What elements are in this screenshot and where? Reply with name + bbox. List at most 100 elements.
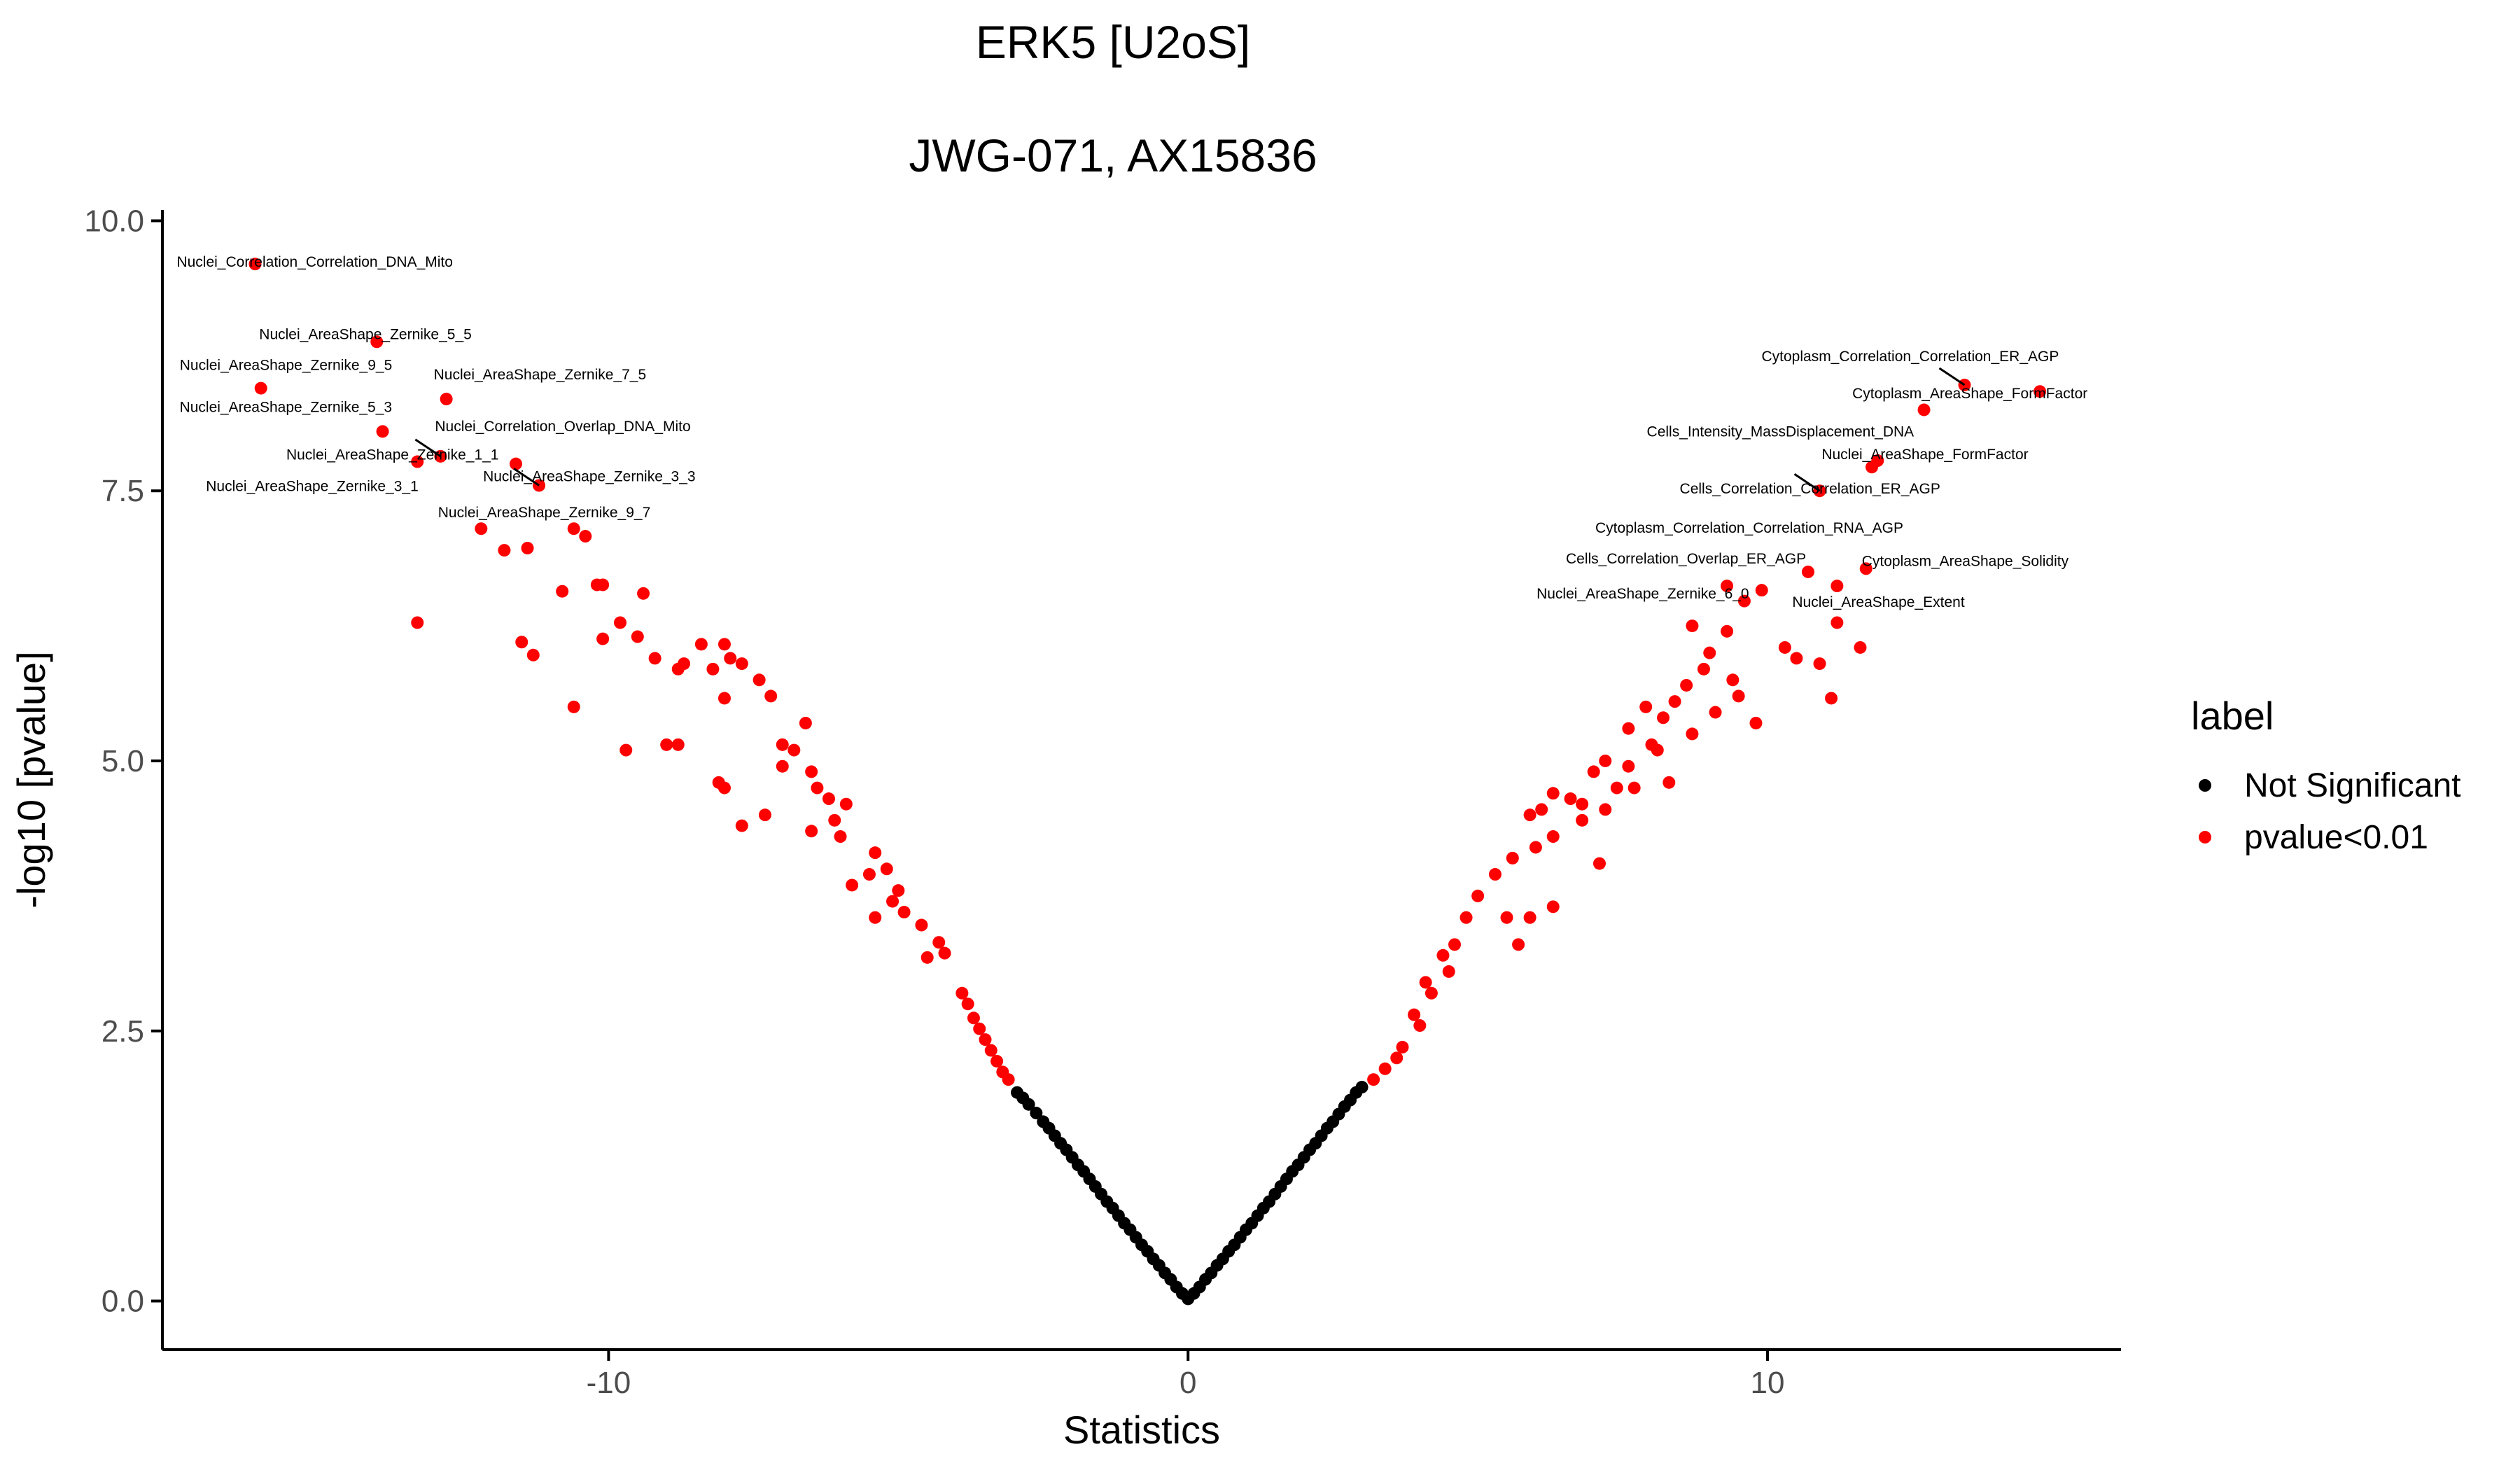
point-significant bbox=[556, 584, 569, 598]
point-significant bbox=[788, 743, 801, 757]
point-significant bbox=[1854, 640, 1867, 654]
point-significant bbox=[718, 638, 731, 651]
point-significant bbox=[735, 657, 748, 671]
point-significant bbox=[1460, 911, 1473, 924]
point-significant bbox=[1546, 900, 1560, 913]
point-significant bbox=[846, 878, 859, 892]
point-significant bbox=[1709, 706, 1722, 719]
point-not-significant bbox=[1030, 1107, 1043, 1120]
chart-title: ERK5 [U2oS] bbox=[975, 16, 1251, 68]
point-significant bbox=[1697, 662, 1710, 676]
point-significant bbox=[411, 616, 424, 629]
point-significant bbox=[822, 792, 835, 806]
point-significant bbox=[752, 673, 766, 687]
y-tick-label: 10.0 bbox=[84, 204, 144, 238]
point-significant bbox=[613, 616, 626, 629]
point-significant bbox=[1564, 792, 1577, 806]
annotation-leader-line bbox=[1793, 472, 1821, 492]
legend-label-not-significant: Not Significant bbox=[2244, 766, 2461, 804]
legend-item-not-significant: Not Significant bbox=[2191, 760, 2461, 811]
point-significant bbox=[886, 895, 899, 908]
point-significant bbox=[515, 636, 528, 649]
point-significant bbox=[776, 738, 789, 751]
point-significant bbox=[1367, 1073, 1380, 1086]
x-tick-label: -10 bbox=[587, 1366, 631, 1400]
point-significant bbox=[869, 846, 882, 860]
point-significant bbox=[1726, 673, 1740, 687]
point-significant bbox=[1825, 692, 1838, 705]
point-significant bbox=[932, 936, 946, 949]
point-significant bbox=[475, 522, 488, 536]
point-significant bbox=[834, 830, 847, 844]
point-significant bbox=[1599, 754, 1612, 767]
y-tick-label: 0.0 bbox=[102, 1284, 144, 1319]
point-significant bbox=[1657, 711, 1670, 724]
point-significant bbox=[1628, 781, 1641, 794]
point-significant bbox=[1002, 1073, 1015, 1086]
point-significant bbox=[1622, 722, 1635, 735]
annotation-label: Nuclei_AreaShape_Zernike_5_5 bbox=[259, 326, 472, 342]
point-significant bbox=[1408, 1008, 1421, 1021]
x-tick-label: 10 bbox=[1751, 1366, 1785, 1400]
point-significant bbox=[1721, 624, 1734, 638]
point-significant bbox=[521, 541, 534, 554]
point-significant bbox=[938, 946, 951, 960]
point-significant bbox=[671, 738, 685, 751]
point-significant bbox=[1813, 657, 1826, 671]
annotation-label: Nuclei_AreaShape_Zernike_6_0 bbox=[1536, 586, 1749, 602]
point-significant bbox=[869, 911, 882, 924]
annotation-label: Cytoplasm_AreaShape_Solidity bbox=[1862, 553, 2069, 569]
legend-label-significant: pvalue<0.01 bbox=[2244, 818, 2428, 856]
annotation-leader-line bbox=[513, 468, 540, 486]
point-significant bbox=[509, 457, 522, 470]
point-significant bbox=[660, 738, 673, 751]
annotation-label: Nuclei_AreaShape_Zernike_9_5 bbox=[180, 358, 393, 374]
point-significant bbox=[1721, 580, 1734, 593]
point-significant bbox=[1523, 808, 1536, 822]
point-significant bbox=[526, 648, 540, 662]
point-significant bbox=[637, 587, 650, 600]
annotation-label: Nuclei_AreaShape_Zernike_5_3 bbox=[180, 399, 393, 415]
point-significant bbox=[498, 544, 511, 557]
point-significant bbox=[828, 813, 841, 827]
point-significant bbox=[1755, 584, 1768, 597]
point-significant bbox=[1546, 830, 1560, 844]
point-significant bbox=[1576, 813, 1589, 827]
y-tick-label: 7.5 bbox=[102, 474, 144, 508]
annotation-label: Nuclei_AreaShape_Zernike_3_1 bbox=[206, 479, 419, 495]
point-significant bbox=[567, 700, 580, 713]
legend-dot-significant bbox=[2199, 831, 2211, 844]
point-significant bbox=[1859, 562, 1872, 575]
point-not-significant bbox=[1022, 1098, 1035, 1111]
point-significant bbox=[1523, 911, 1536, 924]
point-significant bbox=[1442, 965, 1455, 978]
annotation-label: Cytoplasm_AreaShape_FormFactor bbox=[1852, 386, 2087, 402]
point-significant bbox=[1529, 841, 1542, 854]
point-significant bbox=[805, 825, 818, 838]
point-significant bbox=[376, 425, 389, 438]
annotation-label: Nuclei_AreaShape_Zernike_1_1 bbox=[286, 447, 499, 463]
y-tick-label: 5.0 bbox=[102, 744, 144, 778]
point-significant bbox=[1546, 787, 1560, 800]
point-significant bbox=[1378, 1062, 1392, 1075]
point-significant bbox=[1639, 700, 1653, 713]
legend: label Not Significant pvalue<0.01 bbox=[2191, 693, 2461, 863]
point-significant bbox=[1686, 727, 1699, 741]
point-significant bbox=[596, 578, 610, 592]
point-significant bbox=[1737, 594, 1751, 608]
point-significant bbox=[1436, 948, 1450, 962]
point-significant bbox=[973, 1022, 986, 1035]
legend-item-significant: pvalue<0.01 bbox=[2191, 811, 2461, 863]
point-significant bbox=[892, 884, 905, 897]
point-significant bbox=[2033, 385, 2047, 398]
annotation-label: Cells_Correlation_Overlap_ER_AGP bbox=[1566, 551, 1806, 567]
annotation-label: Cytoplasm_Correlation_Correlation_ER_AGP bbox=[1761, 349, 2059, 365]
y-tick-label: 2.5 bbox=[102, 1014, 144, 1049]
point-significant bbox=[1662, 776, 1676, 789]
point-significant bbox=[440, 393, 453, 406]
point-significant bbox=[596, 632, 610, 645]
point-significant bbox=[1506, 851, 1519, 864]
point-significant bbox=[1390, 1051, 1404, 1065]
point-significant bbox=[979, 1033, 992, 1046]
point-significant bbox=[897, 906, 911, 919]
